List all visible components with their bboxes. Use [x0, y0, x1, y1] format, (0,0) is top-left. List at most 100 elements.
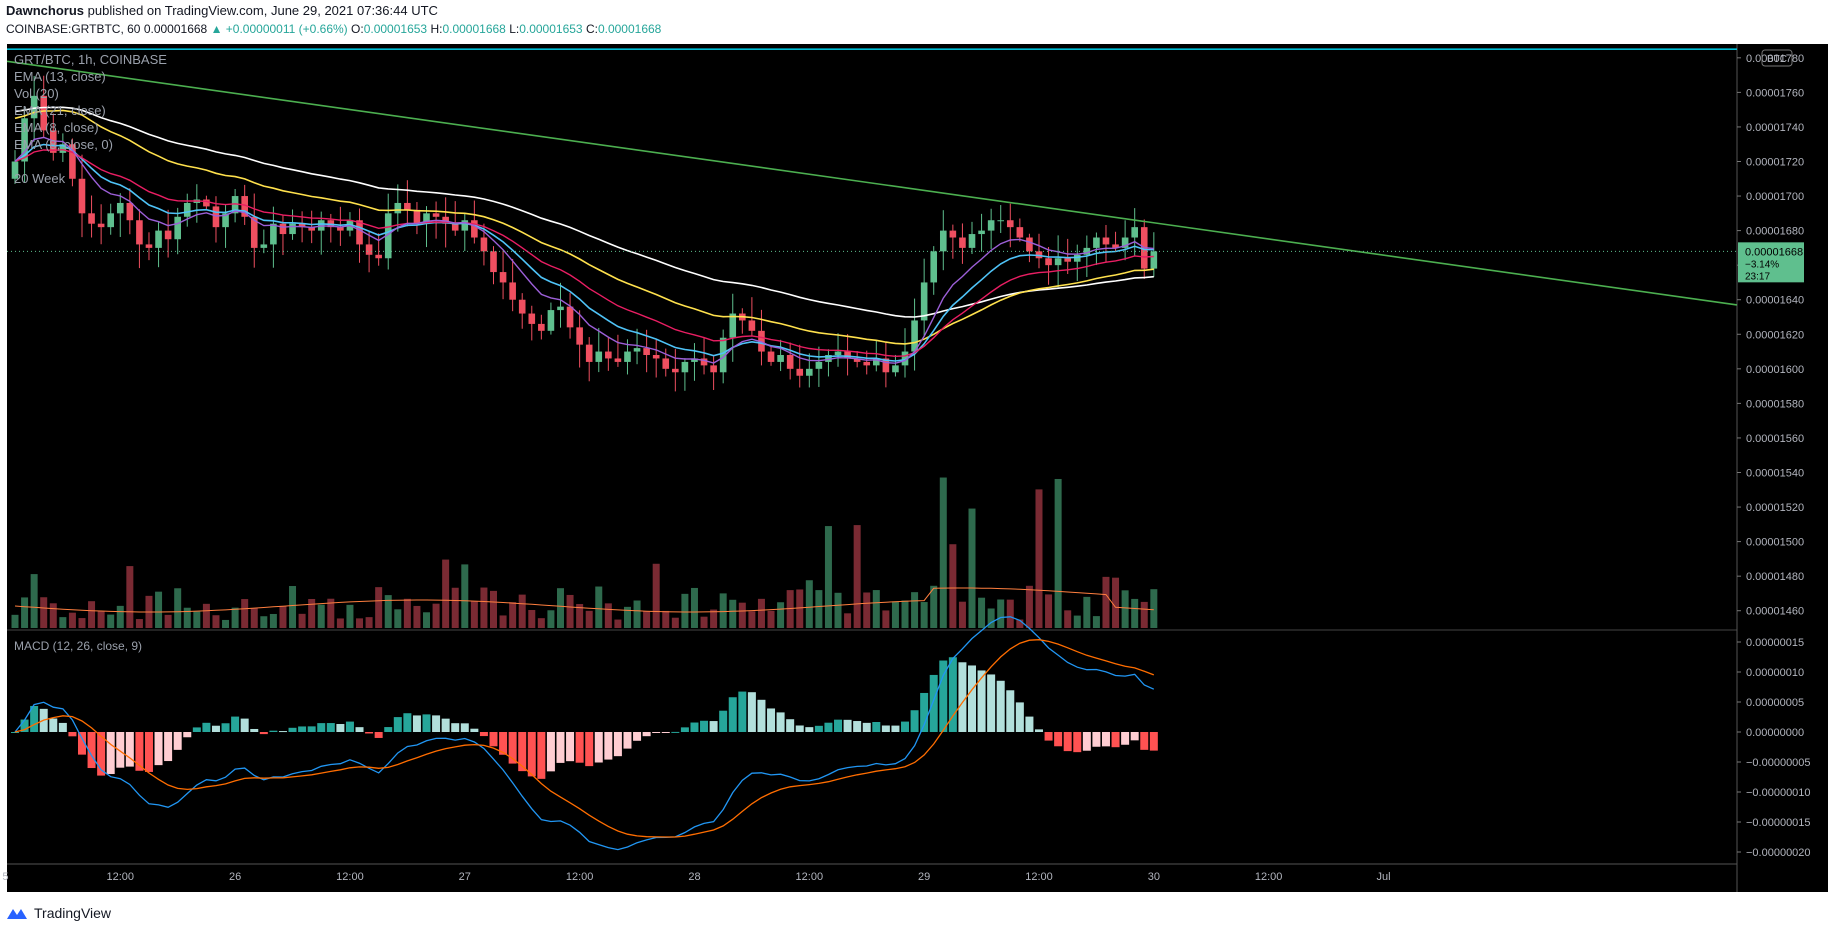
- volume-bar: [480, 587, 488, 628]
- macd-hist-bar: [891, 725, 900, 732]
- macd-hist-bar: [642, 732, 651, 737]
- volume-bar: [738, 602, 746, 628]
- candle-body: [652, 355, 660, 359]
- volume-bar: [604, 603, 612, 628]
- candle-body: [404, 202, 411, 210]
- macd-hist-bar: [566, 732, 575, 762]
- macd-hist-bar: [374, 732, 383, 738]
- candle-body: [260, 244, 268, 248]
- volume-bar: [164, 614, 172, 628]
- candle-body: [892, 365, 899, 373]
- macd-hist-bar: [939, 660, 948, 732]
- macd-hist-bar: [872, 721, 881, 732]
- volume-bar: [88, 601, 96, 628]
- volume-bar: [1092, 616, 1100, 628]
- symbol-label: COINBASE:GRTBTC, 60: [6, 22, 141, 36]
- macd-hist-bar: [307, 726, 316, 732]
- time-tick-label: 29: [918, 871, 930, 883]
- time-tick-label: 27: [459, 871, 471, 883]
- volume-bar: [1083, 596, 1091, 628]
- volume-bar: [1131, 598, 1139, 628]
- candle-body: [930, 251, 938, 283]
- volume-bar: [700, 616, 708, 628]
- price-tick-label: 0.00001540: [1746, 467, 1804, 479]
- volume-bar: [403, 598, 411, 628]
- low-value: 0.00001653: [519, 22, 583, 36]
- candle-body: [432, 213, 440, 217]
- time-tick-label: 12:00: [796, 871, 824, 883]
- macd-hist-bar: [747, 692, 756, 732]
- volume-bar: [585, 610, 593, 628]
- candle-body: [241, 196, 248, 217]
- candle-body: [30, 95, 38, 119]
- volume-bar: [135, 619, 143, 628]
- volume-bar: [30, 574, 38, 628]
- volume-bar: [671, 617, 679, 628]
- macd-hist-bar: [365, 732, 374, 734]
- macd-hist-bar: [116, 732, 125, 768]
- price-chart[interactable]: 0.00001780 0.00001760 0.00001740 0.00001720…: [0, 0, 1828, 900]
- candle-body: [145, 244, 153, 248]
- candle-body: [662, 358, 670, 369]
- time-tick-label: 30: [1148, 871, 1160, 883]
- volume-bar: [269, 613, 277, 628]
- volume-bar: [11, 614, 19, 628]
- volume-bar: [308, 598, 316, 628]
- volume-bar: [968, 508, 976, 628]
- macd-tick-label: −0.00000015: [1746, 817, 1811, 829]
- price-badge-change: −3.14%: [1745, 259, 1779, 270]
- author-name[interactable]: Dawnchorus: [6, 3, 85, 18]
- volume-bar: [384, 595, 392, 628]
- volume-bar: [68, 612, 76, 628]
- volume-ma-line: [14, 587, 1154, 613]
- macd-hist-bar: [728, 697, 737, 732]
- candle-body: [183, 202, 191, 217]
- volume-bar: [863, 592, 871, 628]
- candle-body: [863, 361, 871, 366]
- volume-bar: [911, 592, 919, 628]
- price-tick-label: 0.00001480: [1746, 571, 1804, 583]
- ema-21-line: [14, 148, 1154, 358]
- candle-body: [365, 244, 373, 255]
- candle-body: [719, 337, 727, 373]
- volume-bar: [413, 605, 421, 628]
- volume-bar: [260, 616, 268, 628]
- candle-body: [337, 227, 344, 231]
- volume-bar: [537, 618, 545, 628]
- volume-bar: [1035, 489, 1043, 628]
- candle-body: [949, 230, 957, 238]
- candle-body: [451, 223, 459, 231]
- tradingview-footer[interactable]: TradingView: [6, 903, 111, 923]
- macd-hist-bar: [20, 719, 29, 732]
- candle-body: [1073, 254, 1081, 262]
- candle-body: [164, 230, 172, 240]
- macd-hist-bar: [604, 732, 613, 760]
- candle-body: [566, 306, 574, 328]
- time-tick-label: 26: [229, 871, 241, 883]
- candle-body: [136, 220, 143, 245]
- candle-body: [126, 202, 134, 221]
- macd-hist-bar: [767, 708, 776, 732]
- macd-hist-bar: [470, 728, 479, 732]
- candle-body: [633, 348, 641, 352]
- macd-hist-bar: [594, 732, 603, 763]
- volume-bar: [891, 601, 899, 628]
- candle-body: [518, 299, 526, 314]
- macd-hist-bar: [106, 732, 115, 775]
- volume-bar: [757, 598, 765, 628]
- macd-hist-bar: [1101, 732, 1110, 747]
- candle-body: [1150, 251, 1158, 269]
- legend-entry: EMA (8, close, 0): [14, 137, 113, 152]
- candle-body: [59, 144, 67, 153]
- macd-hist-bar: [211, 725, 220, 732]
- volume-bar: [212, 615, 220, 628]
- ema-yellow-line: [14, 109, 1154, 345]
- macd-hist-bar: [384, 727, 393, 732]
- candle-body: [691, 358, 698, 362]
- macd-histogram: [11, 657, 1158, 779]
- price-tick-label: 0.00001620: [1746, 329, 1804, 341]
- candle-body: [250, 216, 258, 248]
- volume-bar: [767, 610, 775, 628]
- volume-bar: [566, 594, 574, 628]
- price-axis-background: [1737, 44, 1828, 864]
